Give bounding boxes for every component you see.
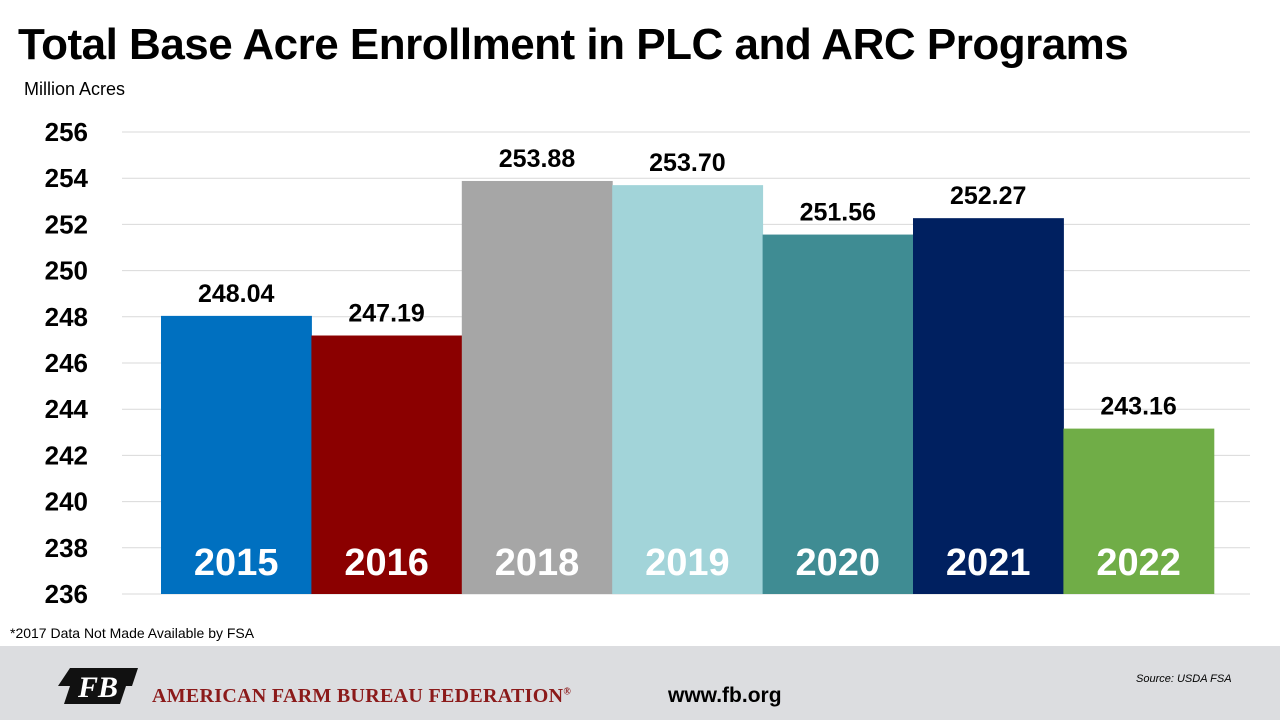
fb-logo-icon: FB	[58, 668, 138, 704]
category-label: 2018	[495, 542, 580, 584]
category-labels: 2015 2016 2018 2019 2020 2021 2022	[194, 542, 1181, 584]
website-link[interactable]: www.fb.org	[668, 684, 782, 707]
value-label: 243.16	[1100, 393, 1176, 421]
value-label: 248.04	[198, 280, 275, 308]
y-tick-label: 250	[45, 256, 88, 286]
bar-2021	[913, 218, 1064, 594]
category-label: 2019	[645, 542, 730, 584]
y-tick-label: 244	[45, 394, 89, 424]
y-tick-label: 242	[45, 440, 88, 470]
value-label: 251.56	[800, 199, 876, 227]
category-label: 2015	[194, 542, 279, 584]
value-labels: 248.04 247.19 253.88 253.70 251.56 252.27 243.…	[198, 145, 1177, 421]
bar-2019	[612, 185, 764, 594]
y-tick-label: 236	[45, 579, 88, 609]
value-label: 252.27	[950, 182, 1026, 210]
y-tick-label: 248	[45, 302, 88, 332]
bar-chart: 256 254 252 250 248 246 244 242 240 238 236 248.04…	[45, 117, 1250, 609]
category-label: 2016	[344, 542, 429, 584]
bar-2015	[161, 315, 312, 594]
value-label: 247.19	[348, 300, 424, 328]
y-tick-label: 238	[45, 533, 88, 563]
bar-2016	[311, 335, 463, 594]
y-tick-label: 246	[45, 348, 88, 378]
chart-title: Total Base Acre Enrollment in PLC and AR…	[18, 20, 1129, 69]
category-label: 2022	[1096, 542, 1181, 584]
bar-2022	[1063, 428, 1215, 594]
category-label: 2021	[946, 542, 1031, 584]
y-tick-label: 252	[45, 209, 88, 239]
logo-text: FB	[77, 671, 118, 704]
footnote: *2017 Data Not Made Available by FSA	[10, 625, 255, 641]
organization-name: AMERICAN FARM BUREAU FEDERATION®	[152, 685, 572, 707]
footer-bar: FB AMERICAN FARM BUREAU FEDERATION® www.…	[0, 646, 1280, 720]
y-tick-label: 256	[45, 117, 88, 147]
bar-2020	[762, 234, 914, 594]
value-label: 253.70	[649, 149, 725, 177]
source-note: Source: USDA FSA	[1136, 673, 1232, 685]
value-label: 253.88	[499, 145, 576, 173]
y-tick-label: 240	[45, 487, 88, 517]
bar-2018	[461, 180, 613, 595]
y-axis-label: Million Acres	[24, 79, 126, 99]
y-axis-ticks: 256 254 252 250 248 246 244 242 240 238 236	[45, 117, 89, 609]
y-tick-label: 254	[45, 163, 89, 193]
category-label: 2020	[796, 542, 881, 584]
bars	[161, 180, 1215, 595]
